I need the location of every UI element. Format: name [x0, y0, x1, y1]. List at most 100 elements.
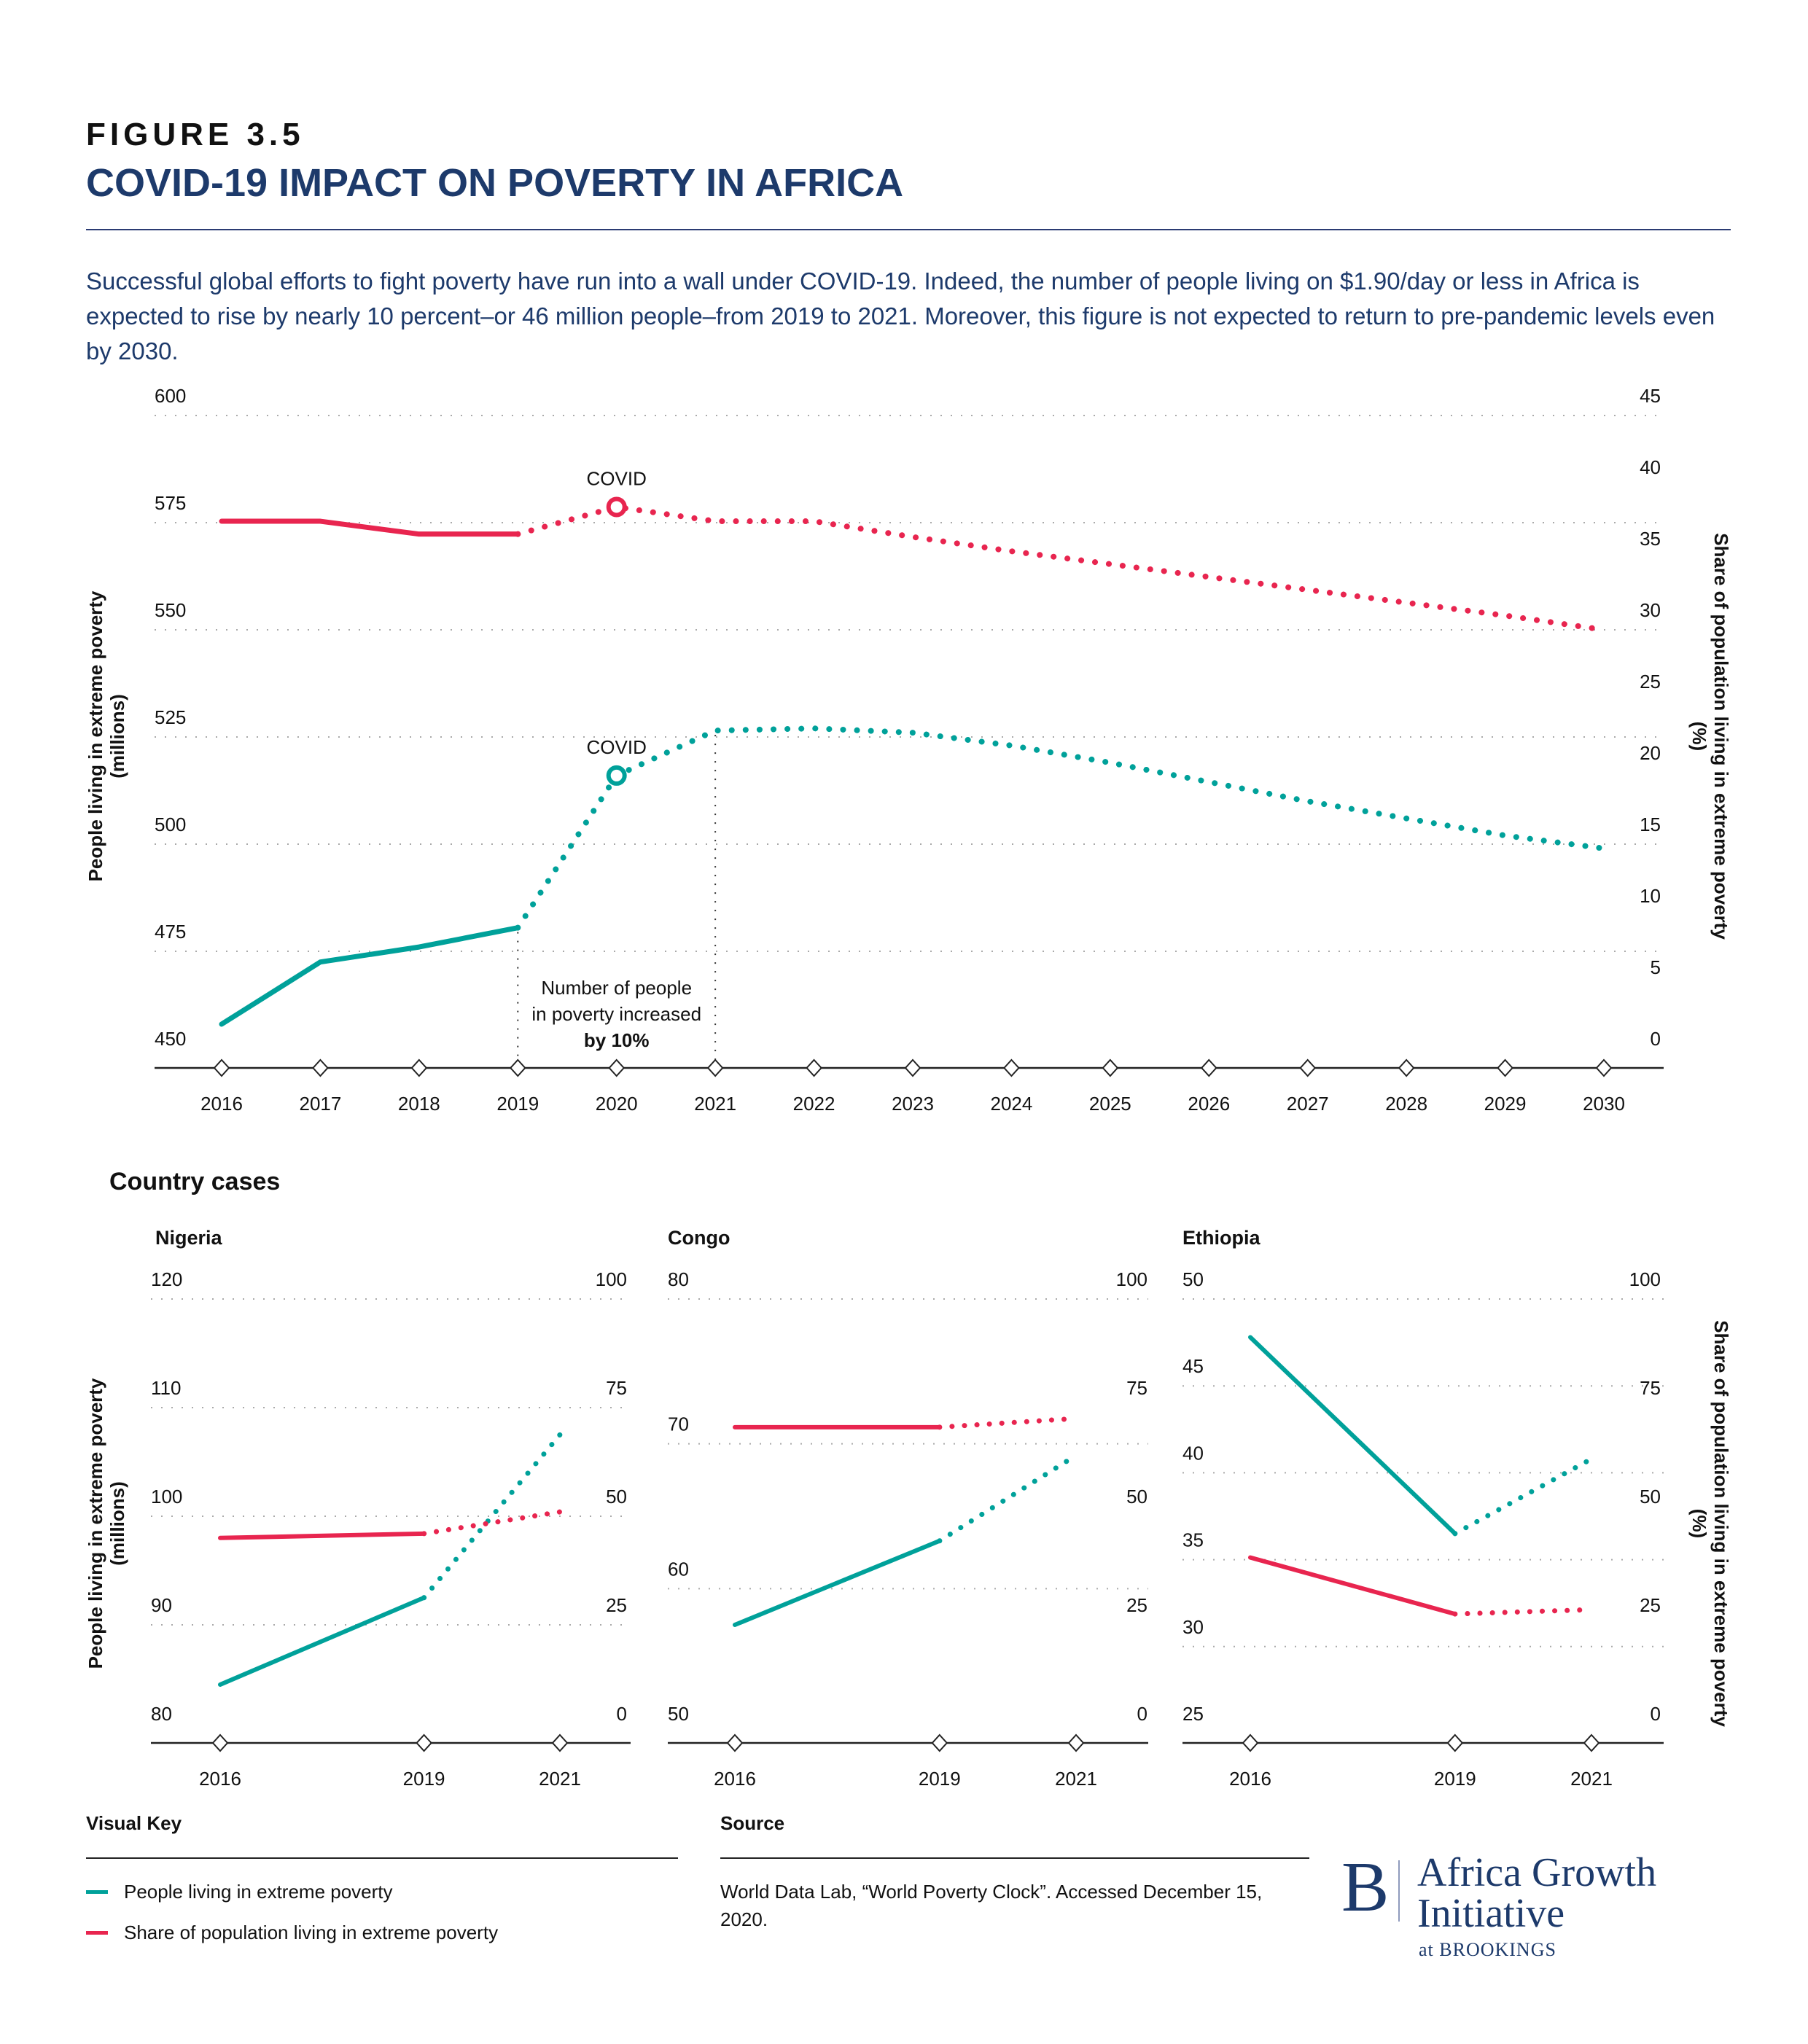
- y-tick-right: 30: [1640, 599, 1661, 621]
- x-tick-diamond-icon: [608, 1058, 626, 1077]
- y-tick-left: 600: [155, 385, 186, 407]
- y-axis-title-left: (millions): [106, 694, 128, 779]
- visual-key-title: Visual Key: [86, 1812, 182, 1834]
- x-tick-diamond-icon: [1102, 1058, 1119, 1077]
- x-tick-diamond-icon: [312, 1058, 329, 1077]
- y-axis-title-right: Share of population living in extreme po…: [1710, 1320, 1732, 1727]
- visual-key-divider: [86, 1857, 678, 1859]
- series-line-projected: [937, 1416, 1079, 1430]
- source-text: World Data Lab, “World Poverty Clock”. A…: [720, 1881, 1263, 1930]
- series-line-projected: [1452, 1607, 1594, 1617]
- x-tick-diamond-icon: [509, 1058, 526, 1077]
- x-tick-diamond-icon: [213, 1058, 230, 1077]
- y-tick-right: 75: [1126, 1377, 1147, 1399]
- y-tick-left: 110: [151, 1377, 181, 1399]
- x-tick-label: 2025: [1089, 1093, 1131, 1115]
- x-tick-label: 2029: [1484, 1093, 1527, 1115]
- source-title: Source: [720, 1812, 785, 1834]
- x-tick-diamond-icon: [1299, 1058, 1317, 1077]
- y-tick-left: 80: [151, 1703, 172, 1725]
- series-line-actual: [1248, 1555, 1457, 1617]
- y-tick-right: 25: [1126, 1594, 1147, 1616]
- x-tick-label: 2019: [403, 1768, 445, 1790]
- x-tick-diamond-icon: [806, 1058, 822, 1077]
- panel-congo: Congo 50 60 70 80 0 25 50 75 100 2016 2019 2021: [668, 1227, 1148, 1790]
- series-line-projected: [937, 1453, 1079, 1544]
- y-tick-right: 50: [606, 1486, 627, 1507]
- y-tick-right: 25: [1640, 1594, 1661, 1616]
- covid-marker-icon: [606, 765, 627, 786]
- y-axis-title-left: People living in extreme poverty: [85, 1378, 106, 1669]
- series-line-projected: [515, 504, 1607, 633]
- x-tick-diamond-icon: [1595, 1058, 1613, 1077]
- series-line-projected: [1452, 1456, 1594, 1537]
- series-line-actual: [219, 518, 521, 537]
- x-tick-label: 2028: [1385, 1093, 1427, 1115]
- y-tick-left: 70: [668, 1413, 689, 1435]
- x-tick-label: 2016: [1229, 1768, 1271, 1790]
- y-tick-right: 100: [1116, 1268, 1147, 1290]
- x-tick-diamond-icon: [1200, 1058, 1217, 1077]
- x-tick-diamond-icon: [1003, 1058, 1020, 1077]
- x-tick-label: 2024: [991, 1093, 1033, 1115]
- y-axis-title-right: (%): [1688, 722, 1710, 751]
- x-tick-diamond-icon: [211, 1733, 229, 1752]
- y-tick-right: 100: [1629, 1268, 1661, 1290]
- series-line-actual: [219, 925, 521, 1027]
- panel-ethiopia: Ethiopia 25 30 35 40 45 50 0 25 50 75 100 2016 2019 20…: [1182, 1227, 1732, 1790]
- logo-line-1: Africa Growth: [1417, 1850, 1657, 1895]
- y-tick-left: 450: [155, 1028, 186, 1050]
- x-tick-diamond-icon: [904, 1058, 921, 1077]
- x-tick-label: 2016: [200, 1093, 243, 1115]
- y-tick-right: 75: [606, 1377, 627, 1399]
- y-tick-left: 525: [155, 706, 186, 728]
- x-tick-diamond-icon: [726, 1733, 744, 1752]
- y-tick-right: 15: [1640, 814, 1661, 835]
- annotation-text: in poverty increased: [531, 1003, 701, 1025]
- panel-title: Nigeria: [155, 1227, 223, 1249]
- x-tick-diamond-icon: [706, 1058, 724, 1077]
- y-tick-left: 40: [1182, 1442, 1204, 1464]
- series-line-projected: [421, 1509, 563, 1537]
- y-tick-right: 25: [1640, 671, 1661, 693]
- y-tick-right: 50: [1640, 1486, 1661, 1507]
- x-tick-diamond-icon: [1583, 1733, 1600, 1752]
- x-tick-diamond-icon: [416, 1733, 432, 1752]
- x-tick-label: 2030: [1583, 1093, 1625, 1115]
- y-tick-right: 40: [1640, 456, 1661, 478]
- y-tick-left: 30: [1182, 1616, 1204, 1638]
- logo-divider: [1398, 1860, 1400, 1922]
- key-item-people: People living in extreme poverty: [86, 1881, 393, 1903]
- logo-line-2: Initiative: [1417, 1891, 1565, 1936]
- x-tick-label: 2027: [1287, 1093, 1329, 1115]
- title-divider: [86, 229, 1731, 230]
- figure-title: COVID-19 IMPACT ON POVERTY IN AFRICA: [86, 161, 904, 205]
- x-tick-diamond-icon: [1497, 1058, 1513, 1077]
- y-tick-right: 100: [596, 1268, 627, 1290]
- x-tick-diamond-icon: [1446, 1733, 1464, 1752]
- x-tick-diamond-icon: [1067, 1733, 1085, 1752]
- x-tick-diamond-icon: [931, 1733, 948, 1752]
- covid-label: COVID: [587, 467, 647, 489]
- main-chart: 450475500525550575600051015202530354045N…: [85, 385, 1732, 1115]
- x-tick-label: 2018: [398, 1093, 440, 1115]
- country-cases-title: Country cases: [109, 1168, 280, 1195]
- x-tick-label: 2016: [199, 1768, 241, 1790]
- key-item-share: Share of population living in extreme po…: [86, 1922, 498, 1944]
- x-tick-diamond-icon: [1398, 1058, 1415, 1077]
- y-tick-right: 0: [1137, 1703, 1147, 1725]
- y-tick-left: 475: [155, 921, 186, 943]
- y-tick-right: 20: [1640, 742, 1661, 764]
- x-tick-label: 2026: [1188, 1093, 1230, 1115]
- y-tick-left: 80: [668, 1268, 689, 1290]
- x-tick-label: 2021: [1055, 1768, 1097, 1790]
- covid-marker-icon: [606, 496, 627, 518]
- series-line-actual: [1248, 1335, 1457, 1536]
- y-tick-right: 0: [1651, 1028, 1661, 1050]
- y-tick-left: 45: [1182, 1355, 1204, 1377]
- key-label: People living in extreme poverty: [124, 1881, 393, 1903]
- y-tick-right: 0: [617, 1703, 627, 1725]
- y-tick-left: 500: [155, 814, 186, 835]
- y-axis-title-right: (%): [1688, 1509, 1710, 1538]
- y-tick-left: 60: [668, 1558, 689, 1580]
